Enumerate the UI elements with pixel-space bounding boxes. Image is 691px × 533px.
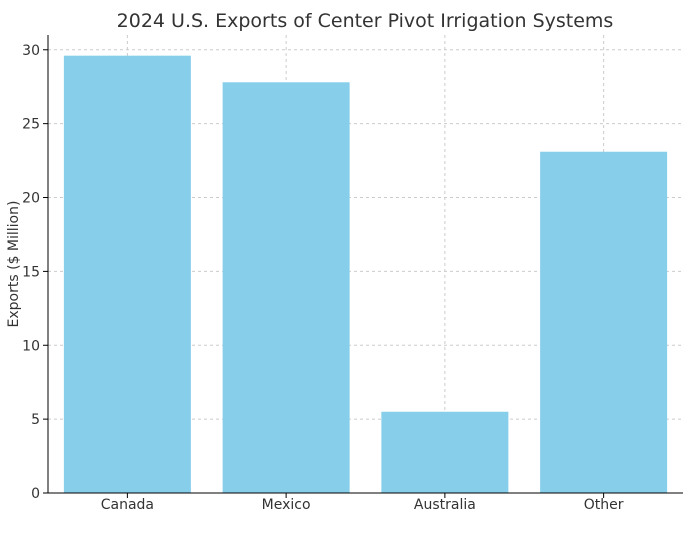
bar-other: [540, 151, 668, 493]
y-tick-label: 20: [22, 191, 40, 207]
bar-australia: [381, 411, 509, 493]
chart-title: 2024 U.S. Exports of Center Pivot Irriga…: [117, 10, 614, 32]
y-tick-label: 15: [22, 264, 40, 280]
y-tick-label: 0: [31, 486, 40, 502]
y-tick-label: 30: [22, 43, 40, 59]
tick-labels-layer: 0 5 10 15 20 25 30 Canada Mexico Australia Other: [22, 43, 624, 513]
x-tick-label: Australia: [414, 497, 476, 513]
x-tick-label: Canada: [101, 497, 154, 513]
x-tick-label: Mexico: [262, 497, 311, 513]
y-tick-label: 5: [31, 412, 40, 428]
bar-canada: [63, 55, 191, 494]
bar-mexico: [222, 82, 350, 494]
y-tick-label: 25: [22, 117, 40, 133]
axes-layer: [43, 35, 683, 498]
x-tick-label: Other: [584, 497, 624, 513]
y-tick-label: 10: [22, 338, 40, 354]
y-axis-title: Exports ($ Million): [6, 201, 22, 328]
bars-layer: [63, 55, 668, 494]
